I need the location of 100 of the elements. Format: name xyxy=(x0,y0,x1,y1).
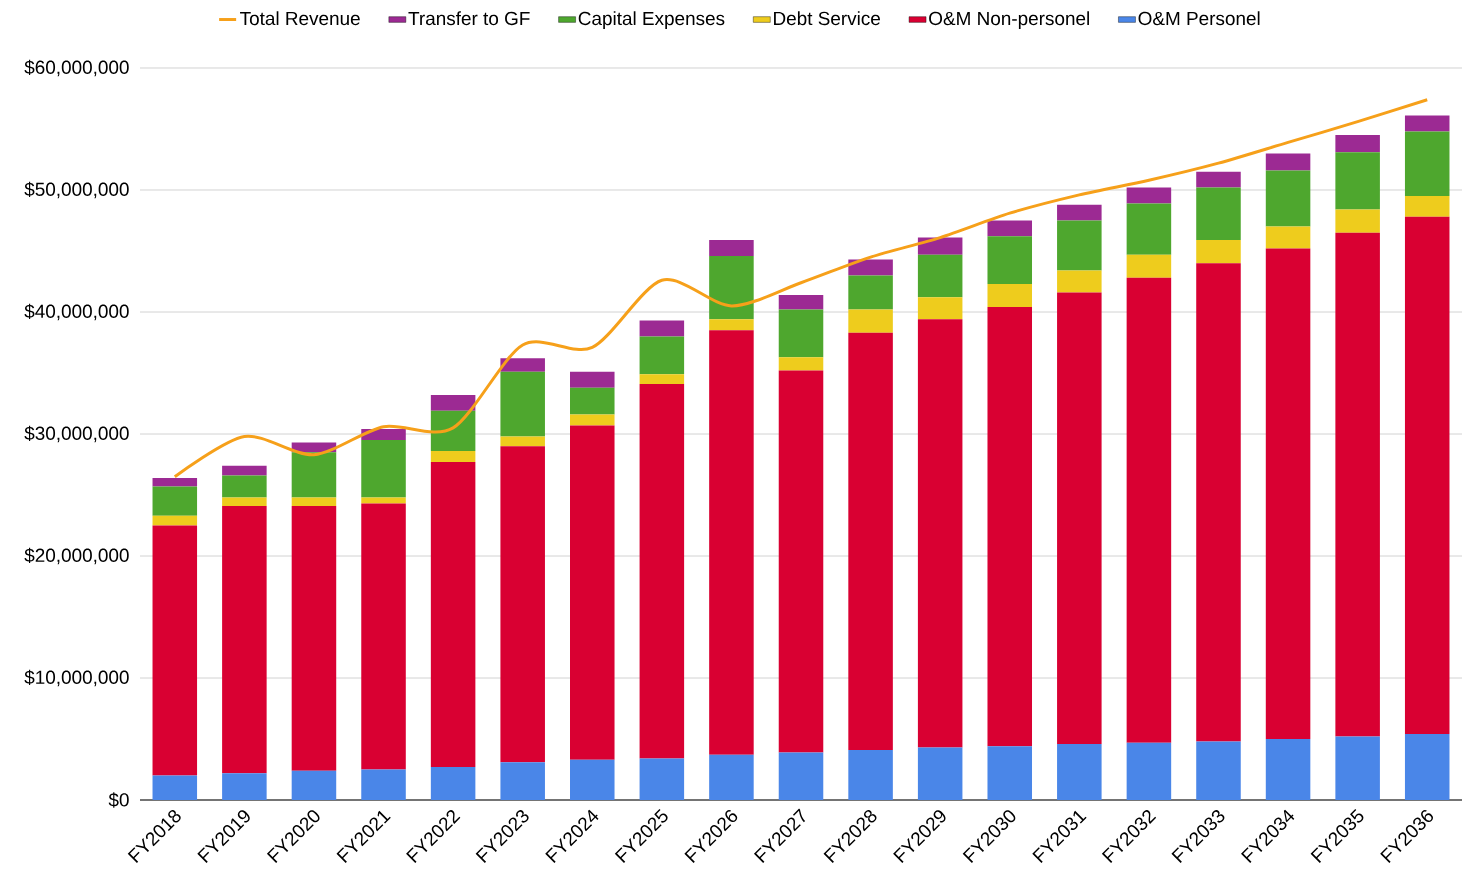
bar xyxy=(1057,220,1102,271)
bar xyxy=(1057,743,1102,800)
bar xyxy=(291,770,337,800)
y-tick-label: $40,000,000 xyxy=(24,303,129,321)
bar xyxy=(152,775,198,800)
y-tick-label: $10,000,000 xyxy=(24,669,129,687)
bar xyxy=(1196,187,1241,241)
bar xyxy=(639,336,685,375)
bar xyxy=(570,387,615,415)
bar xyxy=(1196,741,1241,800)
legend-label: Transfer to GF xyxy=(408,11,530,26)
bar xyxy=(430,394,476,411)
bar xyxy=(1404,734,1450,800)
bar xyxy=(570,371,615,388)
bar xyxy=(1404,216,1450,735)
y-tick-label: $60,000,000 xyxy=(24,59,129,77)
bar xyxy=(430,462,476,768)
bar xyxy=(987,236,1033,284)
bar xyxy=(361,503,406,770)
y-tick-label: $30,000,000 xyxy=(24,425,129,443)
bar xyxy=(222,465,267,476)
bar xyxy=(1265,226,1311,249)
bar xyxy=(639,383,685,759)
bar xyxy=(1404,131,1450,197)
bar xyxy=(152,525,198,776)
y-tick-label: $20,000,000 xyxy=(24,547,129,565)
legend-label: O&M Personel xyxy=(1138,11,1260,26)
bar xyxy=(152,477,198,487)
bar xyxy=(361,497,406,504)
bar xyxy=(430,410,476,452)
line-series xyxy=(173,98,1429,479)
legend-label: O&M Non-personel xyxy=(929,11,1089,29)
bar xyxy=(778,357,824,371)
bar xyxy=(222,497,267,506)
bar xyxy=(1196,263,1241,742)
bar xyxy=(361,769,406,800)
bar xyxy=(1057,292,1102,744)
bar xyxy=(639,320,685,337)
legend-label: Capital Expenses xyxy=(578,11,725,29)
bar xyxy=(1404,196,1450,217)
bar xyxy=(291,505,337,771)
bar xyxy=(1057,270,1102,293)
bar xyxy=(1335,232,1380,737)
bar xyxy=(917,319,963,748)
bar xyxy=(778,309,824,358)
bar xyxy=(152,486,198,516)
bar xyxy=(848,332,893,750)
bar xyxy=(709,319,754,331)
bar xyxy=(709,240,754,256)
bar xyxy=(570,759,615,800)
y-tick-label: $50,000,000 xyxy=(24,181,129,199)
bar xyxy=(987,746,1033,800)
bar xyxy=(917,237,963,255)
bar xyxy=(1265,153,1311,171)
bar xyxy=(222,773,267,800)
bar xyxy=(1126,742,1172,800)
bar xyxy=(222,475,267,498)
bar xyxy=(987,283,1033,308)
bar xyxy=(291,452,337,498)
bar xyxy=(1126,203,1172,255)
bar xyxy=(778,294,824,310)
bar xyxy=(1265,248,1311,739)
bar xyxy=(848,309,893,333)
y-tick-label: $0 xyxy=(108,792,129,808)
bar xyxy=(848,749,893,800)
legend-label: Debt Service xyxy=(774,11,880,26)
bar xyxy=(1057,204,1102,221)
bar xyxy=(778,752,824,800)
bar xyxy=(361,440,406,498)
bar xyxy=(1335,135,1380,153)
bar xyxy=(1335,152,1380,210)
bar xyxy=(987,220,1033,237)
bar xyxy=(1335,736,1380,800)
bar xyxy=(500,358,545,372)
bar xyxy=(500,762,545,800)
bar xyxy=(709,255,754,320)
bar xyxy=(222,505,267,774)
bar xyxy=(570,414,615,426)
bar xyxy=(1196,240,1241,264)
bar xyxy=(917,254,963,298)
bar xyxy=(1126,187,1172,204)
bar xyxy=(1196,171,1241,188)
bar xyxy=(500,446,545,763)
bar xyxy=(1265,739,1311,800)
legend-label: Total Revenue xyxy=(240,11,360,26)
bar xyxy=(430,767,476,800)
bar xyxy=(709,330,754,755)
bar xyxy=(987,307,1033,747)
bar xyxy=(1126,254,1172,278)
bar xyxy=(1404,115,1450,132)
bar xyxy=(500,436,545,447)
bar xyxy=(1126,277,1172,743)
bar xyxy=(639,758,685,800)
bar xyxy=(709,754,754,800)
bar xyxy=(1265,170,1311,227)
bar xyxy=(778,370,824,753)
bar xyxy=(1335,209,1380,233)
bar xyxy=(361,429,406,441)
bar xyxy=(570,425,615,760)
bar xyxy=(291,497,337,506)
